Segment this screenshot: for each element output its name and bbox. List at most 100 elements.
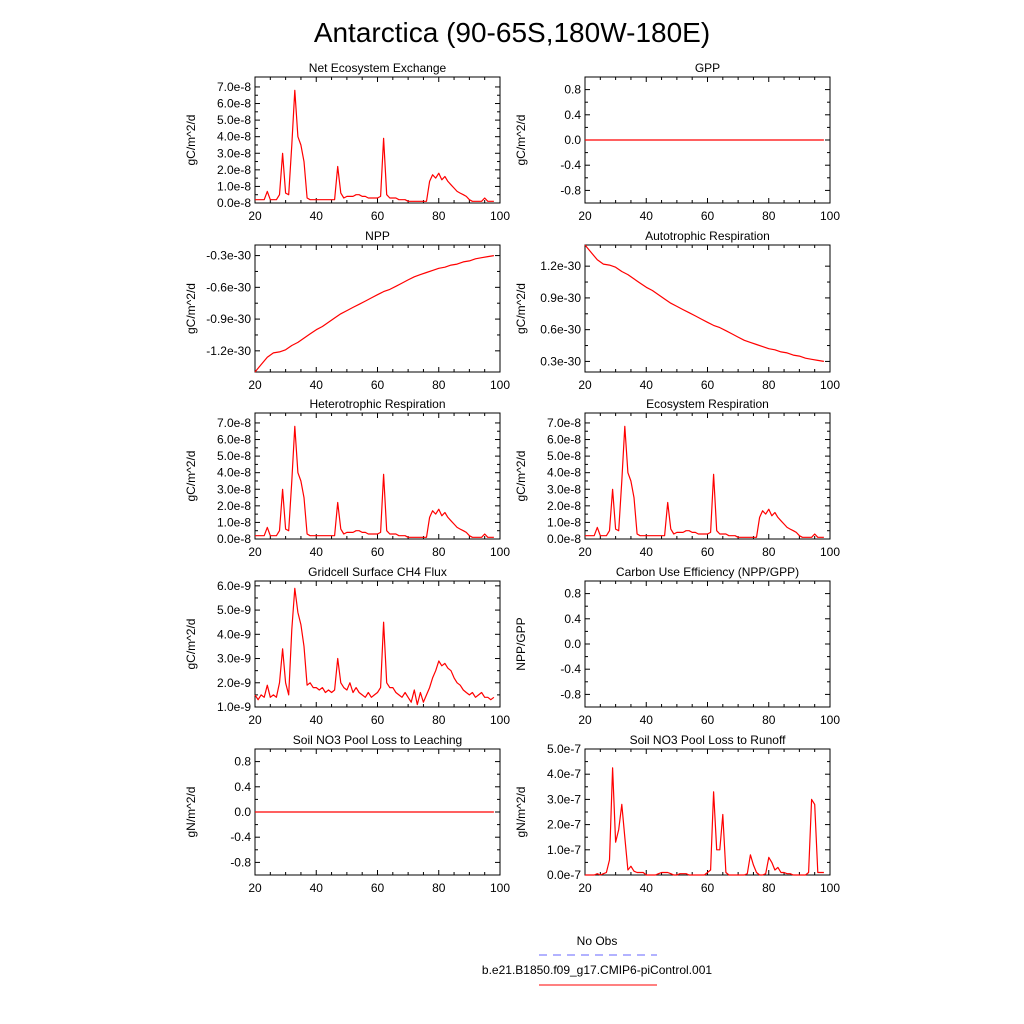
y-tick-label: 5.0e-8 <box>217 113 251 127</box>
x-tick-label: 100 <box>490 378 510 392</box>
y-tick-label: 6.0e-8 <box>217 433 251 447</box>
panel-title: Carbon Use Efficiency (NPP/GPP) <box>616 565 799 579</box>
panel-title: Autotrophic Respiration <box>645 229 770 243</box>
y-tick-label: 0.0e-8 <box>217 196 251 210</box>
panel-soil-no3-pool-loss-to-runoff: Soil NO3 Pool Loss to Runoff 20 40 60 80 100 0… <box>514 733 840 895</box>
x-tick-label: 100 <box>820 545 840 559</box>
x-tick-label: 80 <box>432 378 446 392</box>
y-tick-label: 0.0e-8 <box>217 532 251 546</box>
y-axis-label: gC/m^2/d <box>514 115 528 166</box>
x-tick-label: 80 <box>762 209 776 223</box>
y-tick-label: 2.0e-7 <box>547 818 581 832</box>
panel-ecosystem-respiration: Ecosystem Respiration 20 40 60 80 100 0.0e-8 1.… <box>514 397 840 559</box>
plot-frame <box>584 244 831 373</box>
panel-title: Soil NO3 Pool Loss to Leaching <box>293 733 462 747</box>
y-tick-label: 5.0e-8 <box>547 449 581 463</box>
y-tick-label: 0.0 <box>564 133 581 147</box>
panel-title: Heterotrophic Respiration <box>309 397 445 411</box>
panel-title: NPP <box>365 229 390 243</box>
y-tick-label: 0.0e-7 <box>547 868 581 882</box>
y-axis-label: gC/m^2/d <box>514 451 528 502</box>
y-axis-label: gC/m^2/d <box>184 619 198 670</box>
figure-title: Antarctica (90-65S,180W-180E) <box>314 17 710 48</box>
x-tick-label: 100 <box>490 545 510 559</box>
x-tick-label: 80 <box>432 713 446 727</box>
y-tick-label: 5.0e-9 <box>217 603 251 617</box>
x-tick-label: 20 <box>248 378 262 392</box>
y-tick-label: 5.0e-8 <box>217 449 251 463</box>
x-tick-label: 60 <box>371 378 385 392</box>
x-tick-label: 80 <box>762 881 776 895</box>
x-tick-label: 60 <box>701 881 715 895</box>
legend-label-no-obs: No Obs <box>577 934 618 948</box>
legend: No Obs b.e21.B1850.f09_g17.CMIP6-piContr… <box>482 934 712 986</box>
y-tick-label: 2.0e-9 <box>217 676 251 690</box>
y-axis-label: gC/m^2/d <box>514 283 528 334</box>
x-tick-label: 60 <box>371 713 385 727</box>
y-tick-label: -0.8 <box>560 687 581 701</box>
x-tick-label: 100 <box>490 209 510 223</box>
x-tick-label: 40 <box>310 378 324 392</box>
y-tick-label: 5.0e-7 <box>547 742 581 756</box>
y-tick-label: -1.2e-30 <box>206 344 251 358</box>
x-tick-label: 20 <box>248 881 262 895</box>
x-tick-label: 80 <box>432 545 446 559</box>
y-tick-label: 2.0e-8 <box>217 499 251 513</box>
x-tick-label: 80 <box>762 545 776 559</box>
x-tick-label: 40 <box>310 713 324 727</box>
x-tick-label: 40 <box>640 378 654 392</box>
panel-net-ecosystem-exchange: Net Ecosystem Exchange 20 40 60 80 100 0.0e-8 1… <box>184 61 510 223</box>
y-tick-label: 3.0e-7 <box>547 792 581 806</box>
y-tick-label: 1.2e-30 <box>540 259 581 273</box>
y-tick-label: 0.8 <box>234 755 251 769</box>
y-tick-label: 7.0e-8 <box>217 416 251 430</box>
x-tick-label: 100 <box>820 713 840 727</box>
panel-heterotrophic-respiration: Heterotrophic Respiration 20 40 60 80 100 0.0e… <box>184 397 510 559</box>
y-tick-label: 6.0e-8 <box>547 433 581 447</box>
series-line <box>255 89 494 202</box>
y-tick-label: 0.4 <box>564 108 581 122</box>
series-line <box>254 587 495 706</box>
legend-label-model: b.e21.B1850.f09_g17.CMIP6-piControl.001 <box>482 963 712 977</box>
x-tick-label: 60 <box>701 713 715 727</box>
y-tick-label: 6.0e-8 <box>217 97 251 111</box>
y-tick-label: -0.4 <box>560 158 581 172</box>
panel-carbon-use-efficiency-npp-gpp: Carbon Use Efficiency (NPP/GPP) 20 40 60 80 1… <box>514 565 840 727</box>
y-tick-label: -0.8 <box>230 855 251 869</box>
panel-title: Ecosystem Respiration <box>646 397 769 411</box>
x-tick-label: 20 <box>578 881 592 895</box>
panel-title: Soil NO3 Pool Loss to Runoff <box>630 733 787 747</box>
y-tick-label: 0.0e-8 <box>547 532 581 546</box>
y-tick-label: -0.6e-30 <box>206 280 251 294</box>
panels: Net Ecosystem Exchange 20 40 60 80 100 0.0e-8 1… <box>184 61 840 895</box>
series-line <box>254 255 494 373</box>
y-axis-label: NPP/GPP <box>514 617 528 670</box>
y-tick-label: 1.0e-8 <box>217 179 251 193</box>
x-tick-label: 20 <box>248 545 262 559</box>
y-tick-label: 7.0e-8 <box>217 80 251 94</box>
y-tick-label: 7.0e-8 <box>547 416 581 430</box>
series-line <box>584 244 824 362</box>
x-tick-label: 40 <box>310 545 324 559</box>
x-tick-label: 60 <box>371 209 385 223</box>
x-tick-label: 40 <box>310 881 324 895</box>
x-tick-label: 100 <box>490 713 510 727</box>
y-tick-label: -0.3e-30 <box>206 249 251 263</box>
y-tick-label: 2.0e-8 <box>217 163 251 177</box>
x-tick-label: 100 <box>820 378 840 392</box>
series-line <box>585 425 824 538</box>
y-axis-label: gN/m^2/d <box>514 787 528 838</box>
x-tick-label: 20 <box>578 209 592 223</box>
x-tick-label: 40 <box>640 545 654 559</box>
y-tick-label: 4.0e-8 <box>547 466 581 480</box>
y-tick-label: 4.0e-8 <box>217 130 251 144</box>
panel-autotrophic-respiration: Autotrophic Respiration 20 40 60 80 100 0.3e-3… <box>514 229 840 392</box>
x-tick-label: 20 <box>248 713 262 727</box>
y-tick-label: 1.0e-8 <box>217 515 251 529</box>
x-tick-label: 80 <box>432 881 446 895</box>
y-tick-label: 0.4 <box>234 780 251 794</box>
y-tick-label: 0.4 <box>564 612 581 626</box>
x-tick-label: 100 <box>490 881 510 895</box>
y-tick-label: 0.0 <box>564 637 581 651</box>
y-tick-label: 1.0e-8 <box>547 515 581 529</box>
